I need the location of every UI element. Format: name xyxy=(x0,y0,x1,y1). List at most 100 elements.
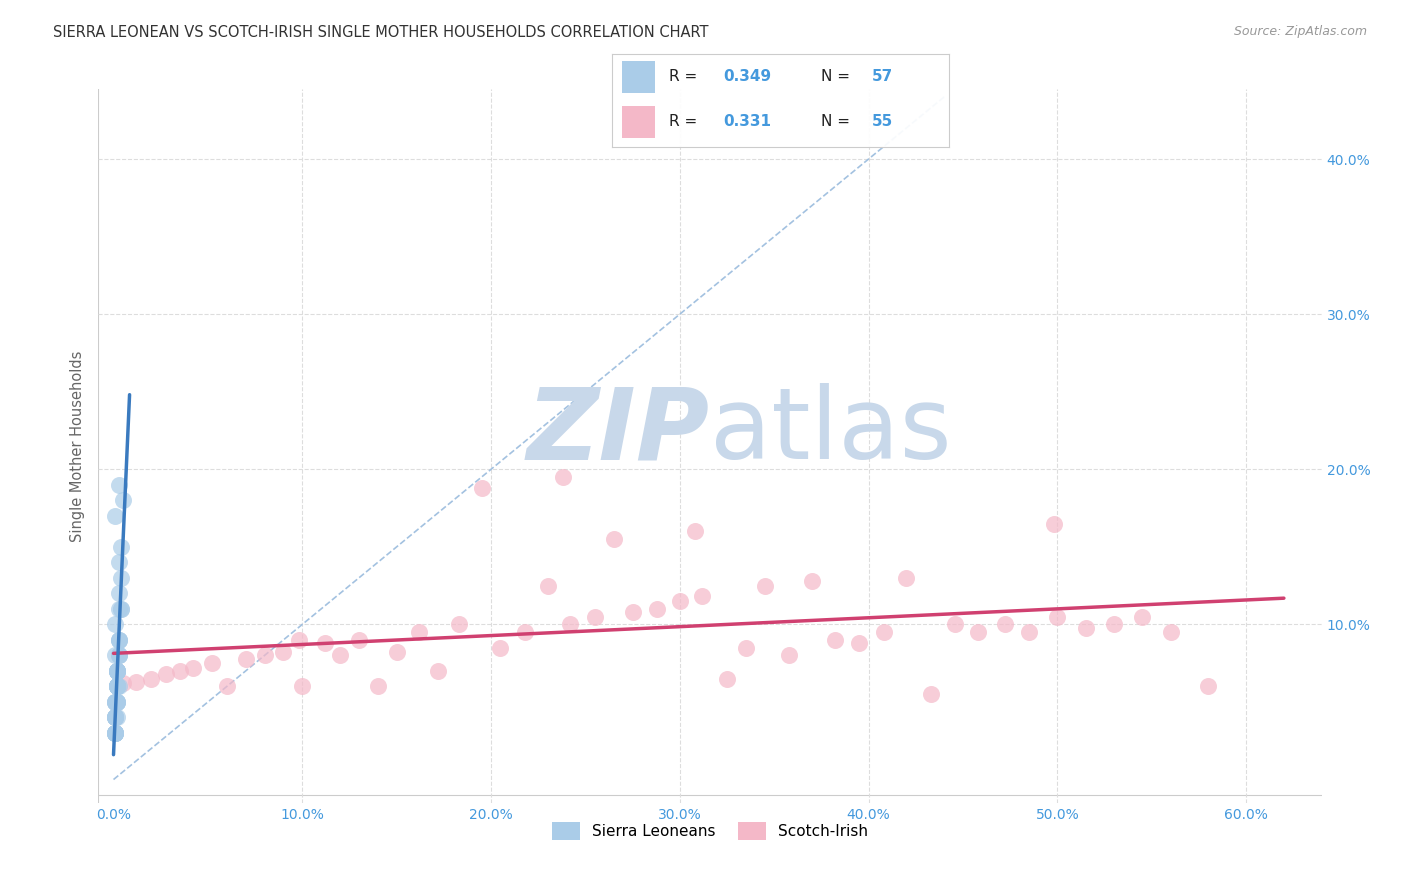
Point xyxy=(110,540,132,554)
Point xyxy=(104,726,127,740)
Text: ZIP: ZIP xyxy=(527,384,710,480)
Point xyxy=(110,602,132,616)
Point xyxy=(215,680,238,694)
Point xyxy=(104,726,127,740)
Text: R =: R = xyxy=(669,114,702,129)
Point xyxy=(1130,609,1153,624)
Point xyxy=(105,695,128,709)
Point xyxy=(367,680,389,694)
Legend: Sierra Leoneans, Scotch-Irish: Sierra Leoneans, Scotch-Irish xyxy=(546,815,875,847)
Point xyxy=(105,680,128,694)
Bar xyxy=(621,61,655,93)
Point xyxy=(104,695,127,709)
Point xyxy=(108,477,131,491)
Bar xyxy=(621,106,655,138)
Point xyxy=(108,648,131,663)
Point xyxy=(125,674,148,689)
Point xyxy=(513,625,536,640)
Point xyxy=(993,617,1015,632)
Point xyxy=(273,645,295,659)
Point xyxy=(108,632,131,647)
Point xyxy=(537,579,560,593)
Point xyxy=(683,524,706,539)
Point xyxy=(583,609,606,624)
Point xyxy=(560,617,582,632)
Point xyxy=(645,602,668,616)
Y-axis label: Single Mother Households: Single Mother Households xyxy=(70,351,86,541)
Point xyxy=(108,648,131,663)
Point xyxy=(104,726,127,740)
Point xyxy=(181,661,204,675)
Point xyxy=(104,695,127,709)
Point xyxy=(385,645,408,659)
Point xyxy=(603,532,626,546)
Point xyxy=(111,676,134,690)
Point xyxy=(105,664,128,678)
Point xyxy=(1042,516,1064,531)
Point xyxy=(104,710,127,724)
Point xyxy=(105,664,128,678)
Point xyxy=(105,664,128,678)
Point xyxy=(105,680,128,694)
Text: N =: N = xyxy=(821,70,855,85)
Point xyxy=(105,680,128,694)
Point xyxy=(105,680,128,694)
Point xyxy=(105,680,128,694)
Text: R =: R = xyxy=(669,70,702,85)
Point xyxy=(108,632,131,647)
Point xyxy=(1018,625,1040,640)
Point xyxy=(108,602,131,616)
Point xyxy=(105,680,128,694)
Point xyxy=(735,640,758,655)
Point xyxy=(347,632,370,647)
Point xyxy=(110,571,132,585)
Point xyxy=(896,571,918,585)
Point xyxy=(873,625,896,640)
Point xyxy=(1074,620,1097,634)
Point xyxy=(104,695,127,709)
Point xyxy=(110,602,132,616)
Point xyxy=(105,695,128,709)
Text: atlas: atlas xyxy=(710,384,952,480)
Point xyxy=(489,640,512,655)
Point xyxy=(104,710,127,724)
Point xyxy=(967,625,990,640)
Point xyxy=(108,648,131,663)
Point xyxy=(108,632,131,647)
Point xyxy=(1197,680,1219,694)
Point xyxy=(105,680,128,694)
Point xyxy=(408,625,430,640)
Point xyxy=(111,493,134,508)
Point xyxy=(108,586,131,600)
Point xyxy=(105,695,128,709)
Point xyxy=(141,672,163,686)
Text: 57: 57 xyxy=(872,70,893,85)
Point xyxy=(201,656,224,670)
Text: 0.349: 0.349 xyxy=(723,70,770,85)
Point xyxy=(824,632,846,647)
Point xyxy=(920,687,942,701)
Point xyxy=(692,590,714,604)
Point xyxy=(621,605,644,619)
Point xyxy=(1160,625,1182,640)
Point xyxy=(169,664,191,678)
Point xyxy=(104,726,127,740)
Point xyxy=(1102,617,1125,632)
Point xyxy=(104,710,127,724)
Point xyxy=(104,648,127,663)
Point xyxy=(104,710,127,724)
Point xyxy=(105,664,128,678)
Point xyxy=(848,636,870,650)
Point xyxy=(427,664,450,678)
Point xyxy=(105,664,128,678)
Point xyxy=(104,617,127,632)
Point xyxy=(471,481,494,495)
Text: SIERRA LEONEAN VS SCOTCH-IRISH SINGLE MOTHER HOUSEHOLDS CORRELATION CHART: SIERRA LEONEAN VS SCOTCH-IRISH SINGLE MO… xyxy=(53,25,709,40)
Point xyxy=(105,695,128,709)
Point xyxy=(754,579,776,593)
Point xyxy=(108,680,131,694)
Point xyxy=(287,632,309,647)
Point xyxy=(104,695,127,709)
Point xyxy=(104,508,127,523)
Point xyxy=(253,648,276,663)
